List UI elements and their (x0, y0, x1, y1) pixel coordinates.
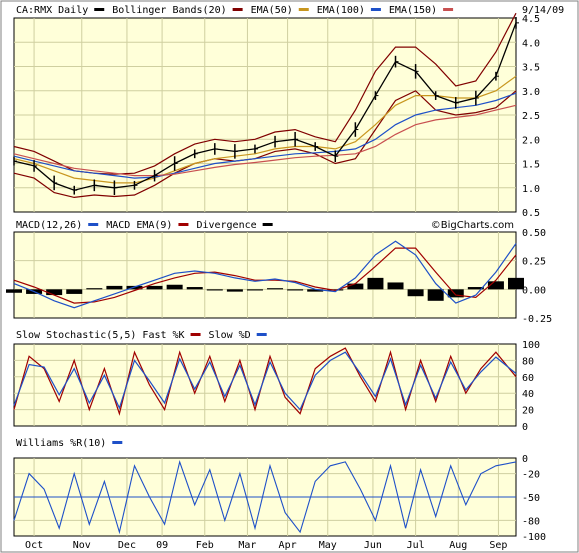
price-legend-text-3: EMA(100) (317, 5, 365, 16)
price-legend-swatch-3 (370, 8, 381, 11)
macd-ytick-label: 0.25 (522, 257, 546, 268)
stoch-ytick-label: 100 (522, 340, 540, 351)
price-legend-swatch-1 (232, 8, 243, 11)
x-tick-label-Jul: Jul (407, 540, 425, 551)
stoch-legend-swatch-0 (190, 333, 201, 336)
macd-divergence-bar (407, 289, 424, 297)
price-ema150-line (13, 104, 517, 177)
price-legend-text-0: CA:RMX Daily (16, 5, 88, 16)
x-tick-label-Aug: Aug (449, 540, 467, 551)
williams-legend-swatch-0 (112, 441, 123, 444)
stoch-ytick-label: 20 (522, 406, 534, 417)
x-tick-label-Jun: Jun (364, 540, 382, 551)
williams-ytick-label: -20 (522, 470, 540, 481)
x-tick-label-Feb: Feb (196, 540, 214, 551)
macd-legend-swatch-1 (178, 223, 189, 226)
macd-divergence-bar (367, 277, 384, 290)
macd-legend-swatch-0 (88, 223, 99, 226)
macd-divergence-bar (427, 289, 444, 301)
macd-divergence-bar (206, 289, 223, 291)
price-legend-text-1: Bollinger Bands(20) (112, 5, 226, 16)
williams-line (13, 459, 517, 535)
macd-divergence-bar (447, 289, 464, 298)
date-label: 9/14/09 (522, 5, 564, 16)
x-tick-label-May: May (319, 540, 337, 551)
stoch-ytick-label: 80 (522, 356, 534, 367)
macd-legend-text-1: MACD EMA(9) (106, 220, 172, 231)
macd-panel (13, 231, 517, 319)
price-ytick-label: 0.5 (522, 208, 540, 219)
macd-divergence-bar (347, 283, 364, 290)
x-tick-label-Dec: Dec (118, 540, 136, 551)
macd-ytick-label: -0.25 (522, 314, 552, 325)
macd-divergence-bar (66, 289, 83, 294)
price-ytick-label: 1.0 (522, 184, 540, 195)
stoch-ytick-label: 40 (522, 389, 534, 400)
stoch-legend-text-0: Slow Stochastic(5,5) Fast %K (16, 330, 185, 341)
price-ytick-label: 1.5 (522, 160, 540, 171)
stoch-ytick-label: 0 (522, 422, 528, 433)
macd-divergence-bar (186, 287, 203, 290)
macd-divergence-bar (146, 285, 163, 290)
macd-divergence-bar (267, 288, 284, 290)
macd-divergence-bar (307, 289, 324, 292)
macd-divergence-bar (387, 282, 404, 290)
price-close-line (13, 22, 517, 191)
williams-ytick-label: -100 (522, 532, 546, 543)
price-ytick-label: 4.0 (522, 38, 540, 49)
price-ytick-label: 3.5 (522, 63, 540, 74)
price-ema100-line (13, 92, 517, 179)
price-legend-swatch-2 (298, 8, 309, 11)
stoch-legend-swatch-1 (256, 333, 267, 336)
stoch-slow-d-line (13, 351, 517, 411)
x-tick-label-Oct: Oct (25, 540, 43, 551)
price-ytick-label: 2.5 (522, 111, 540, 122)
price-ytick-label: 3.0 (522, 87, 540, 98)
stoch-panel (13, 343, 517, 427)
macd-divergence-bar (287, 289, 304, 291)
macd-legend-text-0: MACD(12,26) (16, 220, 82, 231)
brand-text: ©BigCharts.com (431, 220, 514, 231)
stoch-legend-text-1: Slow %D (209, 330, 251, 341)
x-tick-label-Mar: Mar (238, 540, 256, 551)
macd-legend-text-2: Divergence (196, 220, 256, 231)
macd-divergence-bar (467, 287, 484, 290)
macd-legend-swatch-2 (262, 223, 273, 226)
x-tick-label-09: 09 (156, 540, 168, 551)
macd-divergence-bar (246, 289, 263, 291)
macd-divergence-bar (6, 289, 22, 293)
price-legend-text-2: EMA(50) (251, 5, 293, 16)
macd-divergence-bar (46, 289, 63, 296)
macd-divergence-bar (166, 284, 183, 290)
macd-divergence-bar (106, 285, 123, 290)
price-legend-text-4: EMA(150) (389, 5, 437, 16)
macd-ytick-label: 0.50 (522, 228, 546, 239)
macd-divergence-bar (226, 289, 243, 292)
price-ema50-line (13, 75, 517, 184)
price-boll_lower-line (13, 90, 517, 199)
x-tick-label-Apr: Apr (279, 540, 297, 551)
price-legend-swatch-4 (443, 8, 454, 11)
x-tick-label-Sep: Sep (489, 540, 507, 551)
macd-divergence-bar (487, 281, 504, 290)
williams-ytick-label: -80 (522, 516, 540, 527)
x-tick-label-Nov: Nov (73, 540, 91, 551)
macd-divergence-bar (86, 288, 103, 290)
macd-line (13, 240, 517, 309)
williams-ytick-label: 0 (522, 454, 528, 465)
stoch-ytick-label: 60 (522, 373, 534, 384)
price-ytick-label: 2.0 (522, 135, 540, 146)
price-ytick-label: 4.5 (522, 14, 540, 25)
macd-divergence-bar (508, 277, 524, 290)
macd-ytick-label: 0.00 (522, 285, 546, 296)
price-legend-swatch-0 (94, 8, 105, 11)
williams-legend-text-0: Williams %R(10) (16, 438, 106, 449)
williams-ytick-label: -50 (522, 493, 540, 504)
